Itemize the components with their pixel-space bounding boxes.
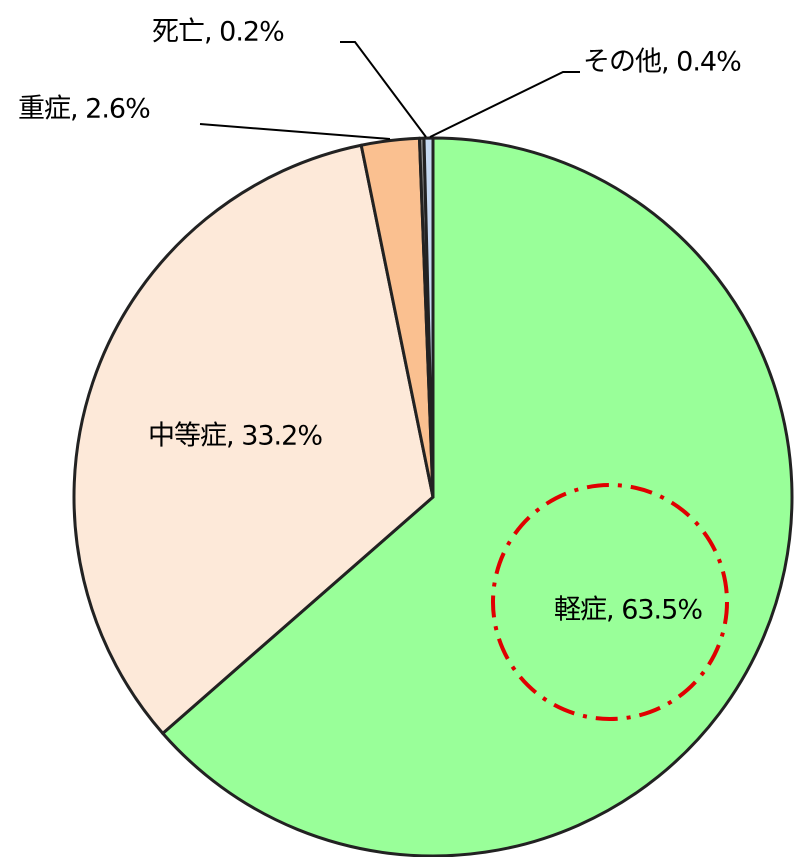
slices (72, 136, 794, 857)
data-label: 死亡, 0.2% (152, 17, 284, 48)
data-label: 重症, 2.6% (18, 94, 150, 125)
data-label: 中等症, 33.2% (148, 421, 322, 452)
pie-slice (422, 136, 435, 499)
leader-line (340, 41, 427, 138)
leader-line (199, 123, 391, 140)
pie-slice (161, 136, 794, 857)
leader-line (429, 71, 580, 138)
highlight-circle (491, 483, 729, 721)
data-label: 軽症, 63.5% (554, 595, 702, 626)
pie-slice (72, 143, 435, 735)
data-label: その他, 0.4% (583, 47, 741, 78)
